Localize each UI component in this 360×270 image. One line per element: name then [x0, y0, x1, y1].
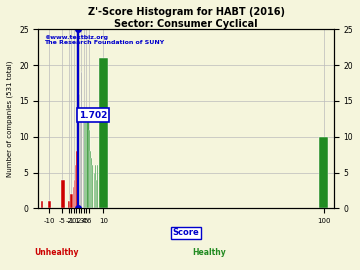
Bar [85, 115, 86, 208]
Text: Healthy: Healthy [192, 248, 226, 257]
Y-axis label: Number of companies (531 total): Number of companies (531 total) [7, 60, 13, 177]
Bar [94, 173, 95, 208]
Bar [76, 151, 77, 208]
Bar [92, 165, 94, 208]
Bar [86, 122, 87, 208]
Bar [91, 158, 92, 208]
Bar [84, 122, 85, 208]
Text: ©www.textbiz.org
The Research Foundation of SUNY: ©www.textbiz.org The Research Foundation… [44, 35, 165, 45]
Bar [89, 130, 90, 208]
Bar [79, 94, 80, 208]
Bar [96, 180, 97, 208]
Bar [87, 115, 89, 208]
Text: 1.702: 1.702 [79, 111, 107, 120]
Title: Z'-Score Histogram for HABT (2016)
Sector: Consumer Cyclical: Z'-Score Histogram for HABT (2016) Secto… [87, 7, 284, 29]
Bar [82, 108, 84, 208]
Bar [68, 201, 70, 208]
Bar [74, 180, 75, 208]
Bar [41, 201, 43, 208]
Bar [99, 58, 108, 208]
Bar [78, 101, 79, 208]
Bar [70, 194, 73, 208]
Bar [75, 165, 76, 208]
Bar [48, 201, 50, 208]
Bar [319, 137, 328, 208]
Bar [97, 165, 98, 208]
Bar [90, 151, 91, 208]
Text: Unhealthy: Unhealthy [35, 248, 79, 257]
Bar [60, 180, 65, 208]
Bar [73, 187, 74, 208]
Bar [81, 72, 82, 208]
X-axis label: Score: Score [173, 228, 199, 237]
Bar [95, 165, 96, 208]
Bar [80, 108, 81, 208]
